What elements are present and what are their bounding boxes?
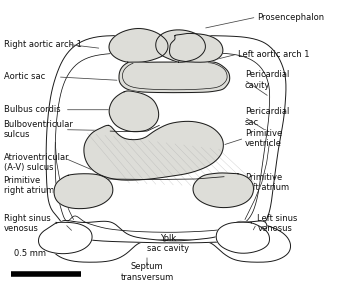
Text: Right sinus
venosus: Right sinus venosus [4,214,50,233]
Text: Aortic sac: Aortic sac [4,72,45,82]
Polygon shape [46,36,286,240]
Text: Septum
transversum: Septum transversum [120,262,174,282]
Text: 0.5 mm: 0.5 mm [14,249,46,258]
Polygon shape [48,222,290,262]
Circle shape [177,34,201,54]
Polygon shape [109,91,159,132]
Text: Primitive
right atrium: Primitive right atrium [4,176,54,195]
Polygon shape [156,30,205,62]
Text: Right aortic arch 1: Right aortic arch 1 [4,40,81,49]
Text: Primitive
ventricle: Primitive ventricle [245,129,282,148]
Polygon shape [119,62,230,93]
Text: Pericardial
cavity: Pericardial cavity [245,70,289,89]
Text: Primitive
left atrium: Primitive left atrium [245,173,289,192]
Text: Bulbus cordis: Bulbus cordis [4,105,60,114]
Text: Left aortic arch 1: Left aortic arch 1 [238,50,309,59]
Polygon shape [61,221,267,243]
Circle shape [128,34,152,54]
Polygon shape [216,222,270,253]
Text: Prosencephalon: Prosencephalon [257,13,324,22]
Text: Atrioventricular
(A-V) sulcus: Atrioventricular (A-V) sulcus [4,153,69,172]
Polygon shape [54,174,113,209]
Text: Left sinus
venosus: Left sinus venosus [257,214,298,233]
Polygon shape [84,121,223,180]
Polygon shape [109,28,168,62]
Polygon shape [38,222,92,254]
Text: Yolk
sac cavity: Yolk sac cavity [147,234,189,253]
Polygon shape [193,173,253,207]
Text: Pericardial
sac: Pericardial sac [245,107,289,127]
Polygon shape [169,33,223,62]
Text: Bulboventricular
sulcus: Bulboventricular sulcus [4,120,74,139]
